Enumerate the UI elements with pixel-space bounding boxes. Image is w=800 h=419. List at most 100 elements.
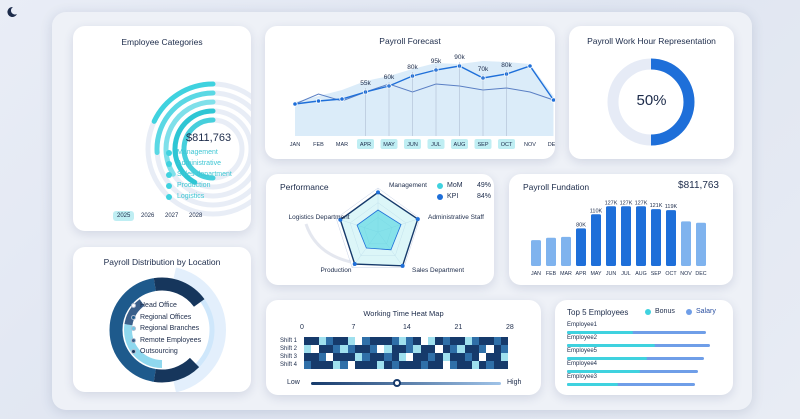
year-button-2027[interactable]: 2027	[165, 213, 179, 219]
heatmap-cell[interactable]	[501, 337, 509, 345]
heatmap-cell[interactable]	[340, 361, 348, 369]
heatmap-cell[interactable]	[457, 345, 465, 353]
forecast-month-label[interactable]: MAY	[383, 142, 395, 148]
fundation-bar[interactable]	[591, 214, 601, 266]
forecast-point[interactable]	[292, 101, 298, 107]
heatmap-cell[interactable]	[493, 345, 502, 353]
forecast-month-label[interactable]: AUG	[454, 142, 466, 148]
employee-salary-bar[interactable]	[567, 331, 706, 334]
heatmap-cell[interactable]	[318, 361, 326, 369]
heatmap-cell[interactable]	[457, 353, 465, 361]
forecast-month-label[interactable]: NOV	[524, 142, 536, 148]
heatmap-cell[interactable]	[311, 345, 319, 353]
heatmap-cell[interactable]	[384, 353, 392, 361]
heatmap-cell[interactable]	[420, 337, 429, 345]
heatmap-cell[interactable]	[362, 361, 370, 369]
heatmap-cell[interactable]	[471, 345, 480, 353]
heatmap-cell[interactable]	[384, 361, 392, 369]
heatmap-cell[interactable]	[376, 361, 385, 369]
heatmap-cell[interactable]	[376, 353, 385, 361]
heatmap-cell[interactable]	[362, 345, 370, 353]
employee-bonus-bar[interactable]	[567, 344, 655, 347]
heatmap-cell[interactable]	[413, 361, 421, 369]
forecast-month-label[interactable]: JUL	[431, 142, 441, 148]
heatmap-cell[interactable]	[501, 345, 509, 353]
heatmap-cell[interactable]	[406, 353, 414, 361]
radar-point[interactable]	[415, 217, 420, 222]
fundation-bar[interactable]	[651, 209, 661, 266]
heatmap-cell[interactable]	[435, 353, 443, 361]
heatmap-cell[interactable]	[304, 337, 312, 345]
heatmap-slider-handle[interactable]	[392, 379, 401, 387]
heatmap-cell[interactable]	[369, 353, 377, 361]
heatmap-cell[interactable]	[398, 353, 407, 361]
heatmap-cell[interactable]	[471, 353, 480, 361]
year-button-2028[interactable]: 2028	[189, 213, 203, 219]
heatmap-cell[interactable]	[311, 361, 319, 369]
forecast-point[interactable]	[339, 96, 345, 102]
heatmap-cell[interactable]	[355, 353, 363, 361]
heatmap-cell[interactable]	[442, 361, 450, 369]
heatmap-cell[interactable]	[304, 353, 312, 361]
heatmap-cell[interactable]	[413, 345, 421, 353]
heatmap-cell[interactable]	[464, 353, 472, 361]
radar-point[interactable]	[352, 262, 357, 267]
fundation-bar[interactable]	[681, 221, 691, 266]
heatmap-cell[interactable]	[391, 361, 399, 369]
heatmap-cell[interactable]	[449, 361, 458, 369]
year-button-2026[interactable]: 2026	[141, 213, 155, 219]
forecast-month-label[interactable]: MAR	[336, 142, 348, 148]
heatmap-cell[interactable]	[325, 337, 334, 345]
heatmap-cell[interactable]	[347, 345, 356, 353]
heatmap-cell[interactable]	[435, 337, 443, 345]
heatmap-cell[interactable]	[340, 337, 348, 345]
fundation-bar[interactable]	[531, 240, 541, 266]
heatmap-cell[interactable]	[493, 337, 502, 345]
heatmap-cell[interactable]	[413, 337, 421, 345]
forecast-point[interactable]	[315, 98, 322, 104]
employee-bonus-bar[interactable]	[567, 357, 648, 360]
fundation-bar[interactable]	[636, 206, 646, 266]
radar-point[interactable]	[338, 217, 343, 222]
employee-bonus-bar[interactable]	[567, 331, 633, 334]
heatmap-cell[interactable]	[479, 337, 487, 345]
heatmap-cell[interactable]	[384, 345, 392, 353]
forecast-month-label[interactable]: APR	[360, 142, 371, 148]
fundation-bar[interactable]	[561, 236, 571, 266]
heatmap-cell[interactable]	[501, 353, 509, 361]
heatmap-cell[interactable]	[384, 337, 392, 345]
heatmap-cell[interactable]	[486, 337, 494, 345]
heatmap-cell[interactable]	[471, 337, 480, 345]
heatmap-cell[interactable]	[420, 345, 429, 353]
fundation-bar[interactable]	[606, 206, 616, 266]
heatmap-cell[interactable]	[369, 345, 377, 353]
fundation-bar[interactable]	[621, 206, 631, 266]
heatmap-cell[interactable]	[318, 337, 326, 345]
heatmap-cell[interactable]	[311, 337, 319, 345]
forecast-point[interactable]	[527, 63, 533, 69]
heatmap-cell[interactable]	[486, 353, 494, 361]
heatmap-cell[interactable]	[340, 353, 348, 361]
heatmap-cell[interactable]	[406, 337, 414, 345]
heatmap-cell[interactable]	[304, 361, 312, 369]
heatmap-cell[interactable]	[486, 361, 494, 369]
heatmap-cell[interactable]	[435, 361, 443, 369]
heatmap-cell[interactable]	[479, 361, 487, 369]
heatmap-cell[interactable]	[333, 361, 341, 369]
heatmap-cell[interactable]	[457, 361, 465, 369]
heatmap-cell[interactable]	[428, 345, 436, 353]
heatmap-cell[interactable]	[428, 353, 436, 361]
employee-bonus-bar[interactable]	[567, 383, 619, 386]
heatmap-cell[interactable]	[362, 353, 370, 361]
heatmap-cell[interactable]	[333, 353, 341, 361]
forecast-month-label[interactable]: OCT	[501, 142, 513, 148]
heatmap-range-slider[interactable]	[311, 379, 501, 387]
forecast-point[interactable]	[550, 97, 555, 103]
fundation-bar[interactable]	[546, 237, 556, 266]
heatmap-cell[interactable]	[398, 361, 407, 369]
heatmap-cell[interactable]	[449, 353, 458, 361]
heatmap-cell[interactable]	[318, 345, 326, 353]
heatmap-cell[interactable]	[449, 337, 458, 345]
heatmap-cell[interactable]	[413, 353, 421, 361]
heatmap-cell[interactable]	[376, 345, 385, 353]
